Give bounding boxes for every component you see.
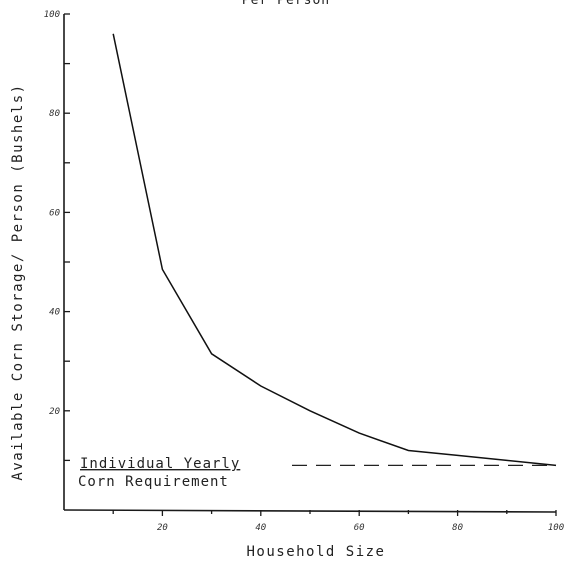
reference-label-line1: Individual Yearly	[80, 456, 240, 472]
y-tick-label: 80	[49, 109, 60, 119]
x-tick-label: 80	[452, 523, 463, 533]
y-tick-label: 40	[49, 308, 60, 318]
chart-title: Per Person	[242, 0, 330, 8]
y-tick-label: 100	[44, 10, 60, 20]
series-line-corn-storage	[112, 33, 557, 467]
y-ticks: 20 40 60 80 100	[44, 10, 70, 462]
y-tick-label: 20	[49, 407, 60, 417]
x-ticks: 20 40 60 80 100	[112, 510, 564, 533]
x-axis-label: Household Size	[246, 544, 385, 560]
reference-label-line2: Corn Requirement	[78, 474, 229, 490]
y-axis-label: Available Corn Storage/ Person (Bushels)	[10, 83, 26, 480]
x-tick-label: 100	[548, 523, 564, 533]
x-tick-label: 40	[255, 523, 266, 533]
x-tick-label: 60	[354, 523, 365, 533]
y-tick-label: 60	[49, 208, 60, 218]
x-tick-label: 20	[157, 523, 168, 533]
